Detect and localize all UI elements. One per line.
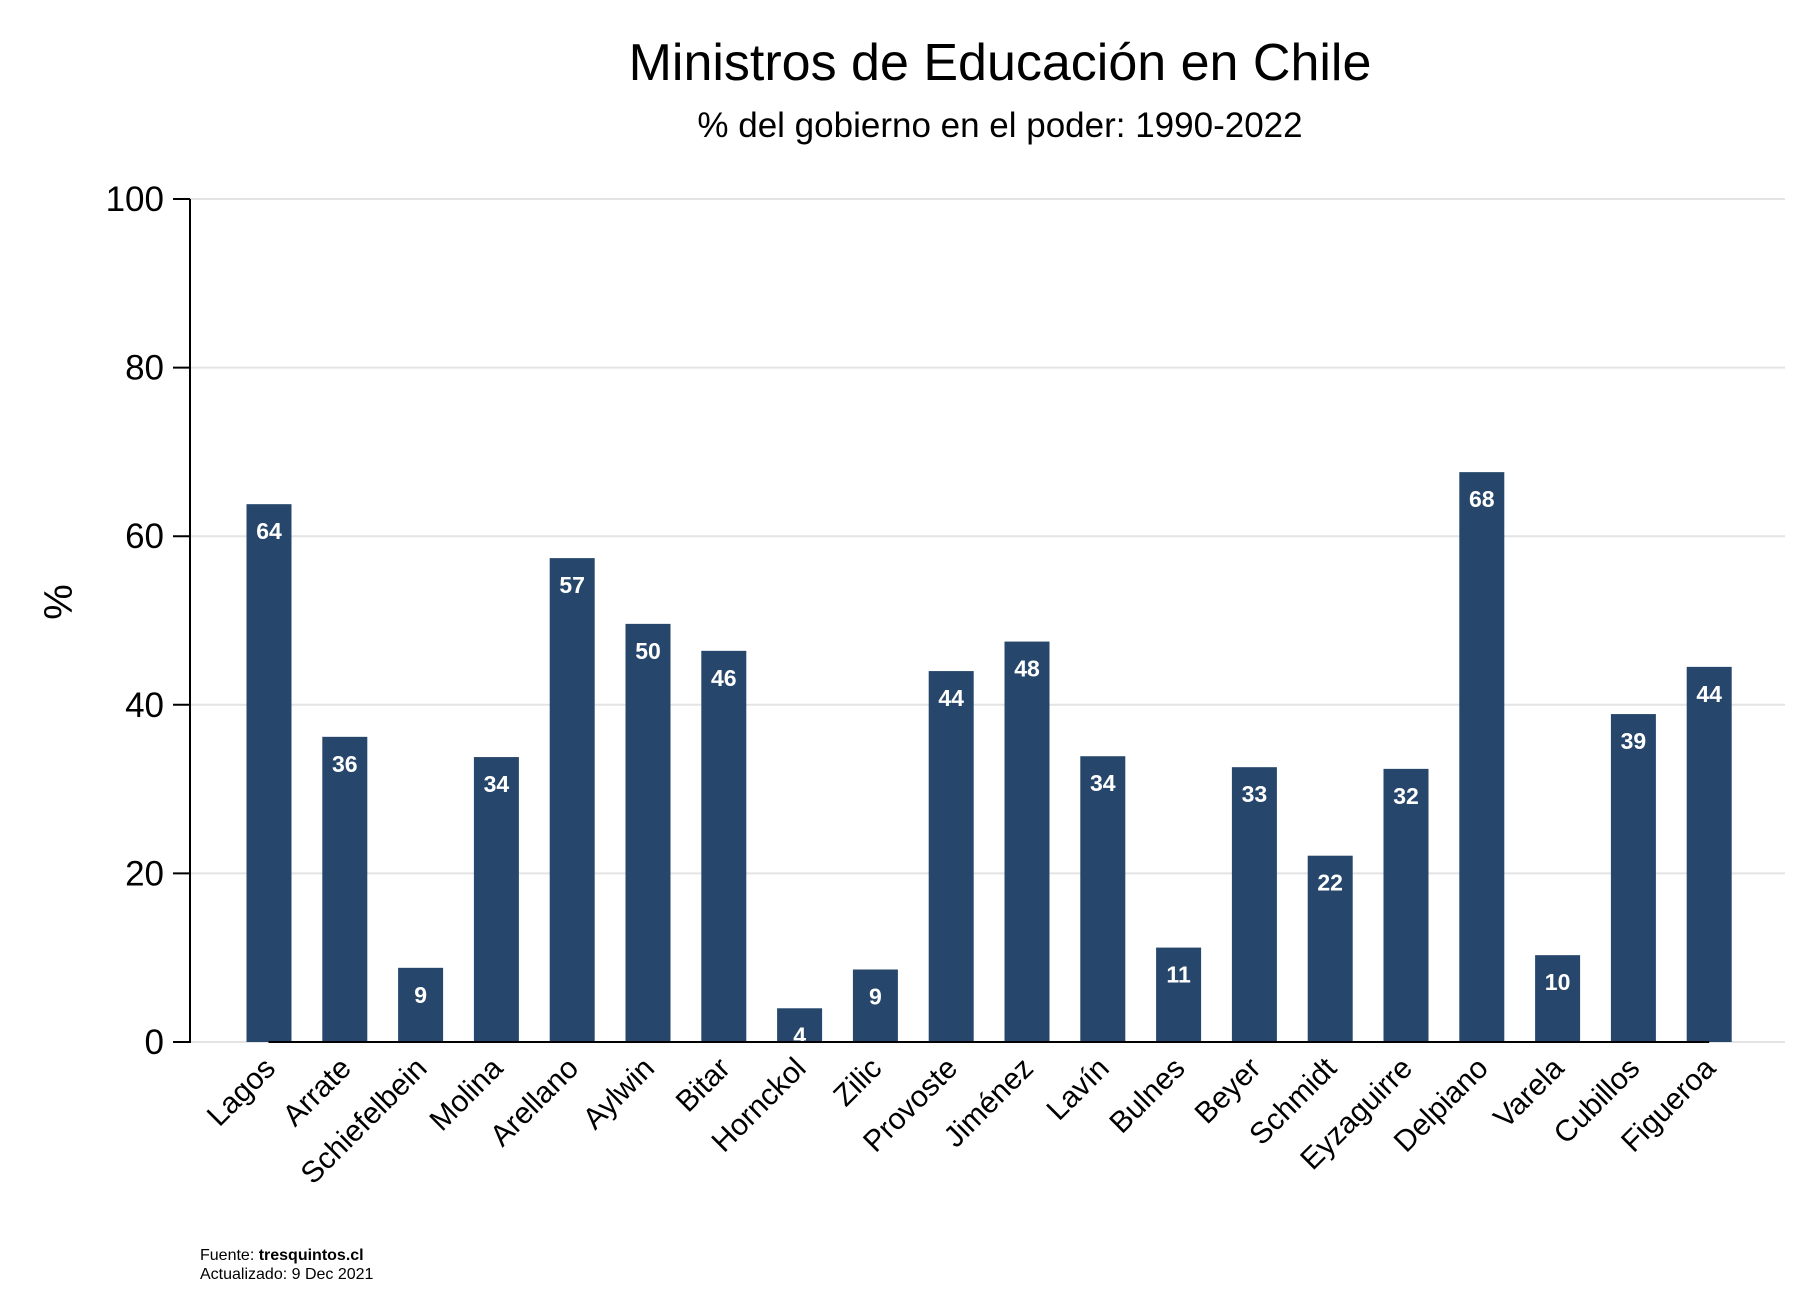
chart-title: Ministros de Educación en Chile bbox=[629, 34, 1372, 92]
x-tick-label: Zilic bbox=[827, 1052, 888, 1113]
bar bbox=[1156, 947, 1202, 1042]
data-label: 68 bbox=[1469, 486, 1495, 512]
bar bbox=[625, 623, 671, 1042]
bar bbox=[1307, 855, 1353, 1042]
y-tick-label: 100 bbox=[106, 180, 164, 219]
data-label: 50 bbox=[635, 638, 661, 664]
y-axis-label: % bbox=[37, 584, 81, 620]
data-label: 44 bbox=[1696, 681, 1722, 707]
bar bbox=[322, 736, 368, 1042]
source-site: tresquintos.cl bbox=[259, 1247, 364, 1264]
data-label: 64 bbox=[256, 518, 282, 544]
x-tick-label: Lagos bbox=[201, 1052, 282, 1133]
source-note: Fuente: tresquintos.cl Actualizado: 9 De… bbox=[200, 1247, 374, 1283]
data-label: 34 bbox=[484, 771, 510, 797]
bar bbox=[1231, 767, 1277, 1042]
data-label: 33 bbox=[1242, 781, 1268, 807]
data-label: 22 bbox=[1317, 870, 1343, 896]
data-label: 34 bbox=[1090, 770, 1116, 796]
data-label: 39 bbox=[1621, 728, 1647, 754]
data-label: 4 bbox=[793, 1022, 806, 1048]
bar bbox=[777, 1008, 823, 1042]
source-updated: Actualizado: 9 Dec 2021 bbox=[200, 1266, 374, 1283]
gridlines bbox=[190, 198, 1785, 1043]
bar bbox=[1610, 714, 1656, 1042]
x-tick-label: Aylwin bbox=[577, 1052, 661, 1136]
bar bbox=[1459, 472, 1505, 1043]
data-label: 10 bbox=[1545, 969, 1571, 995]
data-label: 9 bbox=[869, 984, 882, 1010]
data-label: 36 bbox=[332, 751, 358, 777]
x-tick-labels: LagosArrateSchiefelbeinMolinaArellanoAyl… bbox=[201, 1051, 1723, 1190]
bar bbox=[701, 650, 747, 1042]
svg-text:Fuente: tresquintos.cl: Fuente: tresquintos.cl bbox=[200, 1247, 364, 1264]
bar bbox=[549, 558, 595, 1042]
data-label: 57 bbox=[559, 572, 585, 598]
data-label: 48 bbox=[1014, 656, 1040, 682]
chart-subtitle: % del gobierno en el poder: 1990-2022 bbox=[697, 106, 1302, 145]
data-label: 44 bbox=[938, 685, 964, 711]
bars: 64 36 9 34 57 50 46 4 9 44 48 34 11 33 22 32 68 10 39 44 bbox=[246, 472, 1732, 1048]
x-tick-label: Bulnes bbox=[1103, 1052, 1191, 1140]
source-label: Fuente: bbox=[200, 1247, 259, 1264]
bar bbox=[473, 757, 519, 1042]
bar bbox=[246, 504, 292, 1042]
data-label: 9 bbox=[414, 982, 427, 1008]
bar bbox=[852, 969, 898, 1042]
y-tick-label: 0 bbox=[145, 1023, 164, 1062]
bar bbox=[1383, 768, 1429, 1042]
y-tick-label: 60 bbox=[125, 517, 164, 556]
bar bbox=[398, 967, 444, 1042]
y-tick-label: 20 bbox=[125, 854, 164, 893]
data-label: 46 bbox=[711, 665, 737, 691]
bar bbox=[1686, 666, 1732, 1042]
axes: 0 20 40 60 80 100 bbox=[106, 180, 1710, 1062]
bar bbox=[928, 671, 974, 1042]
bar bbox=[1080, 756, 1126, 1042]
bar bbox=[1535, 955, 1581, 1042]
data-label: 11 bbox=[1166, 962, 1191, 988]
y-tick-label: 40 bbox=[125, 686, 164, 725]
y-tick-label: 80 bbox=[125, 349, 164, 388]
x-tick-label: Bitar bbox=[670, 1052, 737, 1119]
data-label: 32 bbox=[1393, 783, 1419, 809]
bar bbox=[1004, 641, 1050, 1042]
